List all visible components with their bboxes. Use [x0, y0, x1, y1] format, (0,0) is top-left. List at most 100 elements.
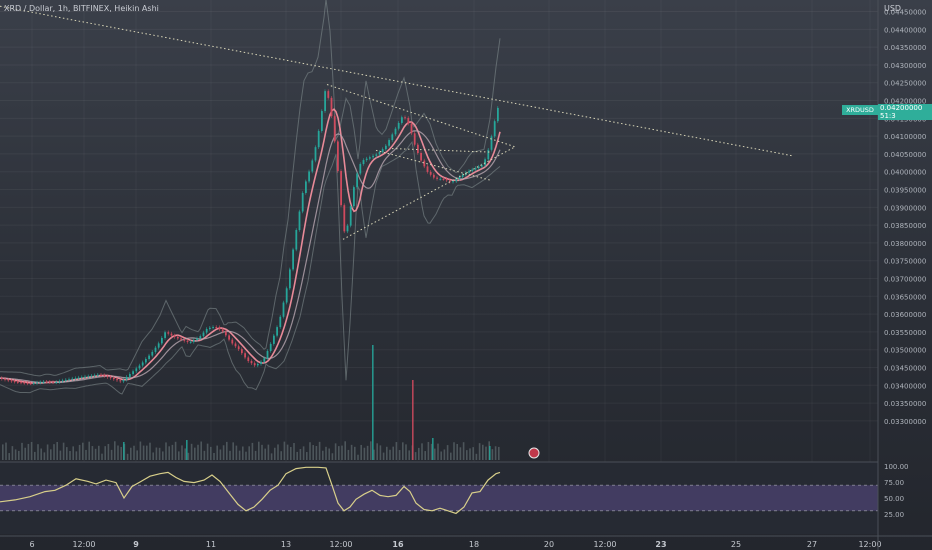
candle-body	[298, 211, 301, 231]
candle-body	[45, 381, 48, 383]
candle-body	[193, 340, 195, 342]
candle-body	[20, 382, 22, 384]
candle-body	[228, 335, 230, 340]
candle-body	[26, 382, 29, 384]
candle-body	[426, 166, 429, 172]
candle-body	[433, 174, 435, 178]
candle-body	[17, 381, 19, 383]
candle-body	[221, 329, 224, 332]
candle-body	[458, 176, 461, 180]
candle-body	[308, 171, 310, 182]
candle-body	[42, 381, 45, 383]
candle-body	[445, 178, 448, 181]
candle-body	[423, 160, 426, 167]
volume-bar	[302, 446, 305, 460]
volume-bar	[354, 446, 356, 460]
candle-body	[10, 380, 13, 382]
volume-bar	[405, 444, 407, 460]
candle-body	[359, 164, 362, 174]
volume-bar	[117, 445, 119, 460]
volume-bar	[395, 442, 398, 460]
candle-body	[340, 171, 342, 206]
candle-body	[36, 382, 38, 384]
volume-bar	[462, 442, 465, 460]
price-tick-label: 0.03700000	[884, 276, 926, 284]
candle-body	[273, 335, 275, 344]
candle-body	[93, 375, 96, 377]
volume-bar	[216, 445, 218, 460]
volume-bar	[389, 449, 391, 460]
volume-bar	[98, 445, 100, 460]
volume-bar	[459, 447, 462, 460]
candle-body	[81, 377, 83, 379]
candle-body	[346, 225, 349, 232]
volume-bar	[245, 451, 247, 460]
volume-bar	[360, 444, 362, 460]
candle-body	[225, 331, 227, 336]
volume-bar	[50, 449, 52, 460]
volume-bar	[325, 446, 327, 460]
price-tick-label: 0.04450000	[884, 9, 926, 17]
volume-bar	[91, 446, 94, 460]
volume-bar	[494, 446, 497, 460]
volume-bar	[40, 448, 42, 460]
volume-bar	[440, 451, 442, 460]
candle-body	[215, 327, 218, 329]
candle-body	[311, 160, 314, 172]
volume-bar	[398, 450, 401, 460]
volume-bar	[181, 445, 183, 460]
candle-body	[490, 136, 493, 150]
volume-bar	[72, 446, 74, 460]
candle-body	[314, 147, 317, 161]
volume-bar	[187, 452, 190, 460]
candle-body	[327, 91, 330, 98]
volume-bar	[66, 447, 68, 460]
candle-body	[100, 374, 102, 376]
volume-bar	[229, 450, 231, 460]
volume-bar	[203, 450, 206, 460]
volume-bar	[412, 380, 414, 460]
candle-body	[471, 169, 474, 171]
time-tick-label: 27	[807, 540, 817, 549]
volume-bar	[184, 448, 186, 460]
volume-bar	[306, 452, 308, 460]
volume-bar	[158, 447, 161, 460]
candle-body	[71, 378, 74, 380]
time-tick-label: 13	[281, 540, 291, 549]
candle-body	[122, 379, 125, 382]
candle-body	[333, 116, 336, 142]
candle-body	[413, 133, 416, 145]
volume-bar	[331, 453, 334, 460]
candle-body	[113, 377, 115, 380]
volume-bar	[8, 453, 10, 460]
volume-bar	[299, 449, 302, 460]
candle-body	[125, 376, 128, 380]
volume-bar	[424, 451, 426, 460]
candle-body	[196, 338, 198, 341]
price-tick-label: 0.04300000	[884, 62, 926, 70]
trendline	[391, 148, 493, 153]
volume-bar	[475, 453, 478, 460]
ma-fast-line	[0, 108, 501, 384]
volume-bar	[85, 449, 87, 460]
candle-body	[58, 381, 61, 383]
volume-bar	[213, 452, 215, 460]
price-tick-label: 0.03550000	[884, 329, 926, 337]
time-tick-label: 12:00	[72, 540, 95, 549]
volume-bar	[110, 449, 113, 460]
candle-body	[180, 338, 182, 340]
candle-body	[429, 171, 432, 175]
volume-bar	[133, 445, 135, 460]
time-tick-label: 12:00	[593, 540, 616, 549]
volume-bar	[290, 447, 292, 460]
volume-bar	[427, 441, 430, 460]
candle-body	[13, 381, 16, 383]
volume-bar	[261, 444, 263, 460]
volume-bar	[453, 442, 455, 460]
volume-bar	[485, 446, 487, 460]
upper-band	[0, 0, 501, 377]
price-tick-label: 0.04050000	[884, 151, 926, 159]
volume-bar	[347, 449, 350, 460]
volume-bar	[274, 447, 276, 460]
